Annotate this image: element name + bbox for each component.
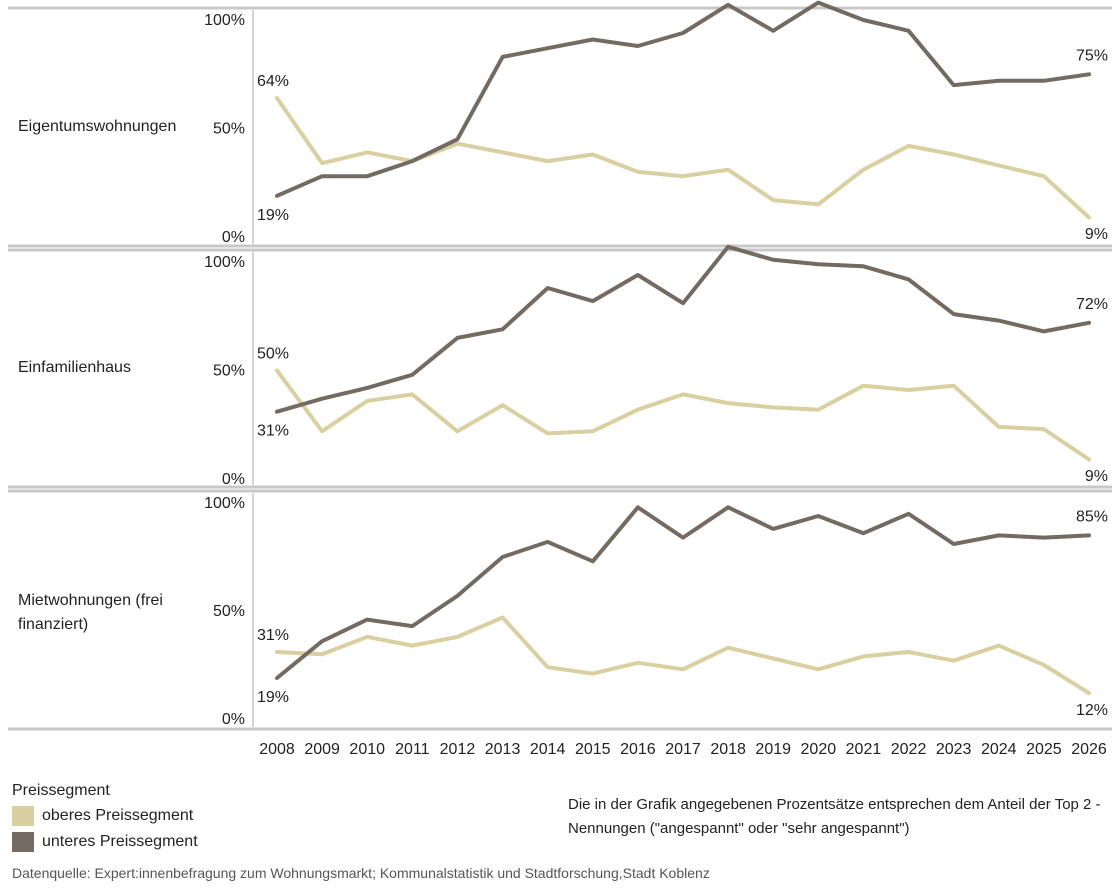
x-tick-label: 2011 bbox=[395, 741, 430, 758]
x-tick-label: 2019 bbox=[755, 741, 791, 758]
y-tick-label: 50% bbox=[213, 121, 245, 138]
legend-title: Preissegment bbox=[12, 782, 110, 799]
x-tick-label: 2008 bbox=[259, 741, 295, 758]
y-tick-label: 100% bbox=[204, 495, 245, 512]
x-tick-label: 2012 bbox=[440, 741, 476, 758]
x-tick-label: 2021 bbox=[846, 741, 882, 758]
x-tick-label: 2023 bbox=[936, 741, 972, 758]
series-line-unteres bbox=[275, 0, 1091, 198]
x-tick-label: 2015 bbox=[575, 741, 611, 758]
legend-label-unteres: unteres Preissegment bbox=[42, 833, 198, 850]
legend-item-unteres: unteres Preissegment bbox=[12, 832, 198, 852]
x-tick-label: 2017 bbox=[665, 741, 701, 758]
x-tick-label: 2025 bbox=[1026, 741, 1062, 758]
y-tick-label: 0% bbox=[222, 711, 245, 728]
x-tick-label: 2014 bbox=[530, 741, 566, 758]
data-label-end-low: 12% bbox=[1076, 702, 1108, 719]
data-label-end-high: 72% bbox=[1076, 296, 1108, 313]
chart-note: Die in der Grafik angegebenen Prozentsät… bbox=[568, 796, 1101, 837]
x-tick-label: 2018 bbox=[710, 741, 746, 758]
series-line-unteres bbox=[275, 244, 1091, 414]
y-tick-label: 0% bbox=[222, 229, 245, 246]
y-tick-label: 100% bbox=[204, 12, 245, 29]
y-tick-label: 50% bbox=[213, 603, 245, 620]
panel-label: finanziert) bbox=[18, 616, 88, 633]
data-label-start-low: 19% bbox=[257, 207, 289, 224]
series-line-unteres bbox=[275, 505, 1091, 680]
x-tick-label: 2020 bbox=[801, 741, 837, 758]
x-tick-label: 2024 bbox=[981, 741, 1017, 758]
y-tick-label: 50% bbox=[213, 363, 245, 380]
y-tick-label: 0% bbox=[222, 471, 245, 488]
legend-label-oberes: oberes Preissegment bbox=[42, 807, 194, 824]
data-label-end-high: 85% bbox=[1076, 508, 1108, 525]
legend: Preissegment oberes Preissegment unteres… bbox=[12, 782, 198, 858]
data-label-start-low: 31% bbox=[257, 423, 289, 440]
y-tick-label: 100% bbox=[204, 254, 245, 271]
x-tick-label: 2010 bbox=[349, 741, 385, 758]
legend-item-oberes: oberes Preissegment bbox=[12, 806, 198, 826]
legend-swatch-unteres bbox=[12, 832, 34, 852]
x-tick-label: 2022 bbox=[891, 741, 927, 758]
x-tick-label: 2016 bbox=[620, 741, 656, 758]
chart-area: 100% 50% 0% Eigentumswohnungen 64% 19% 75% 9% 10… bbox=[8, 0, 1112, 758]
data-source: Datenquelle: Expert:innenbefragung zum W… bbox=[12, 865, 710, 881]
x-tick-label: 2026 bbox=[1071, 741, 1107, 758]
series-line-oberes bbox=[275, 615, 1091, 696]
legend-swatch-oberes bbox=[12, 806, 34, 826]
series-line-oberes bbox=[275, 368, 1091, 462]
data-label-end-low: 9% bbox=[1085, 226, 1108, 243]
data-label-end-low: 9% bbox=[1085, 468, 1108, 485]
data-label-start-high: 50% bbox=[257, 346, 289, 363]
panel-label: Einfamilienhaus bbox=[18, 359, 131, 376]
data-label-start-high: 31% bbox=[257, 627, 289, 644]
data-label-start-high: 64% bbox=[257, 73, 289, 90]
panel-label: Eigentumswohnungen bbox=[18, 118, 176, 135]
panel-label: Mietwohnungen (frei bbox=[18, 592, 163, 609]
data-label-start-low: 19% bbox=[257, 689, 289, 706]
data-label-end-high: 75% bbox=[1076, 47, 1108, 64]
x-tick-label: 2013 bbox=[485, 741, 521, 758]
series-line-oberes bbox=[275, 96, 1091, 220]
x-tick-label: 2009 bbox=[304, 741, 340, 758]
